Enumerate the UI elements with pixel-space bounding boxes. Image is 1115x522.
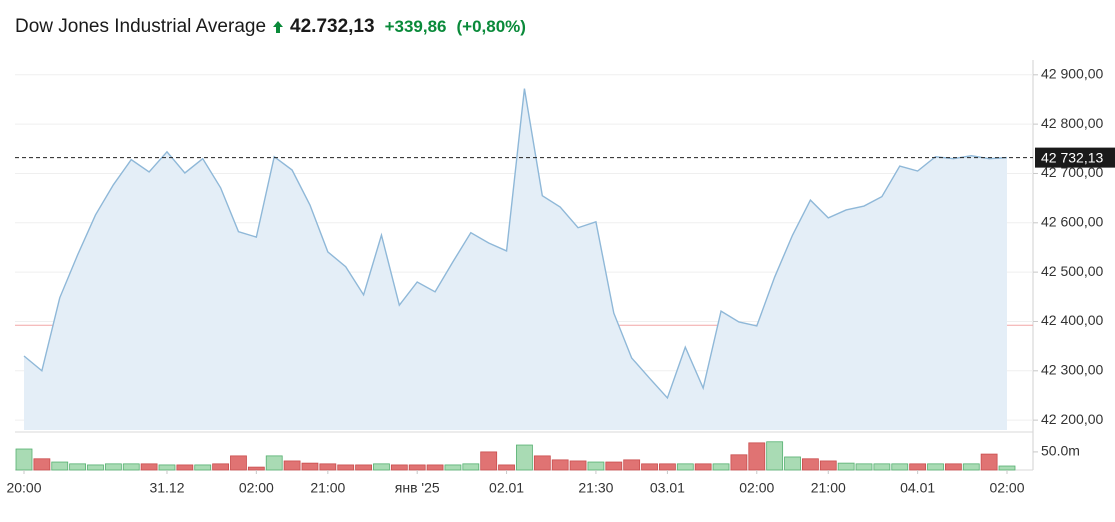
volume-bar (158, 464, 176, 471)
volume-bar (944, 463, 962, 471)
volume-bar (998, 465, 1016, 471)
volume-bar (230, 455, 247, 471)
x-tick-label: 02.01 (489, 480, 524, 496)
volume-bar (694, 463, 712, 471)
volume-bar (408, 464, 426, 471)
header: Dow Jones Industrial Average 42.732,13 +… (15, 16, 526, 38)
volume-bar (480, 451, 498, 471)
change-pct: (+0,80%) (456, 17, 526, 36)
volume-bar (605, 461, 623, 471)
x-tick-label: 21:00 (811, 480, 846, 496)
volume-bar (855, 463, 873, 471)
volume-bar (551, 459, 569, 471)
x-tick-label: 21:00 (310, 480, 345, 496)
last-price-label: 42 732,13 (1041, 149, 1103, 165)
x-tick-label: 20:00 (6, 480, 41, 496)
volume-bar (283, 460, 301, 471)
volume-bar (712, 463, 730, 471)
x-tick-label: 04.01 (900, 480, 935, 496)
volume-bar (301, 462, 319, 471)
x-tick-label: 31.12 (149, 480, 184, 496)
volume-bar (355, 464, 372, 471)
volume-bar (87, 464, 104, 471)
volume-bar (927, 463, 944, 471)
volume-bar (140, 463, 158, 471)
y-tick-label: 42 300,00 (1041, 362, 1103, 378)
volume-bar (247, 466, 265, 471)
volume-bar (15, 448, 33, 471)
volume-bar (104, 463, 122, 471)
price-line (23, 88, 1008, 400)
y-tick-label: 42 500,00 (1041, 263, 1103, 279)
change: +339,86 (384, 17, 447, 36)
volume-bar (176, 464, 194, 471)
volume-bar (194, 464, 212, 471)
volume-bar (516, 444, 533, 471)
y-tick-label: 42 900,00 (1041, 66, 1103, 82)
volume-bar (444, 464, 462, 471)
y-tick-label: 42 200,00 (1041, 411, 1103, 427)
volume-bar (623, 459, 641, 471)
volume-bar (33, 458, 51, 471)
volume-bar (676, 463, 694, 471)
volume-bar (980, 453, 998, 471)
volume-bar (337, 464, 355, 471)
volume-bar (390, 464, 408, 471)
y-tick-label: 42 400,00 (1041, 312, 1103, 328)
y-tick-label: 42 800,00 (1041, 115, 1103, 131)
volume-bar (426, 464, 444, 471)
volume-bar (891, 463, 909, 471)
volume-bar (837, 462, 855, 471)
volume-bar (587, 461, 605, 471)
volume-bar (69, 463, 87, 471)
volume-bar (373, 463, 390, 471)
volume-bar (802, 458, 819, 471)
title: Dow Jones Industrial Average (15, 16, 267, 37)
volume-tick-label: 50.0m (1041, 443, 1080, 459)
price: 42.732,13 (290, 16, 375, 37)
x-tick-label: 02:00 (989, 480, 1024, 496)
volume-bar (51, 461, 69, 471)
volume-bar (819, 460, 837, 471)
volume-bar (873, 463, 891, 471)
volume-bar (533, 455, 551, 471)
volume-bar (122, 463, 140, 471)
volume-bar (784, 456, 801, 471)
volume-bar (212, 463, 230, 471)
last-price-box (1035, 147, 1115, 168)
volume-bar (962, 463, 980, 471)
volume-bar (319, 463, 337, 471)
y-tick-label: 42 600,00 (1041, 214, 1103, 230)
volume-bar (462, 463, 480, 471)
price-area (24, 88, 1007, 430)
up-arrow (273, 21, 284, 33)
volume-bar (659, 463, 676, 471)
volume-bar (569, 460, 587, 471)
volume-bar (641, 463, 658, 471)
volume-bar (730, 454, 748, 471)
volume-bar (748, 442, 766, 471)
x-tick-label: 02:00 (739, 480, 774, 496)
volume-bar (498, 464, 515, 471)
volume-bar (766, 441, 784, 471)
x-tick-label: 02:00 (239, 480, 274, 496)
volume-bar (265, 455, 283, 471)
y-tick-label: 42 700,00 (1041, 164, 1103, 180)
x-tick-label: янв '25 (395, 480, 440, 496)
x-tick-label: 21:30 (578, 480, 613, 496)
x-tick-label: 03.01 (650, 480, 685, 496)
volume-bar (909, 463, 927, 471)
